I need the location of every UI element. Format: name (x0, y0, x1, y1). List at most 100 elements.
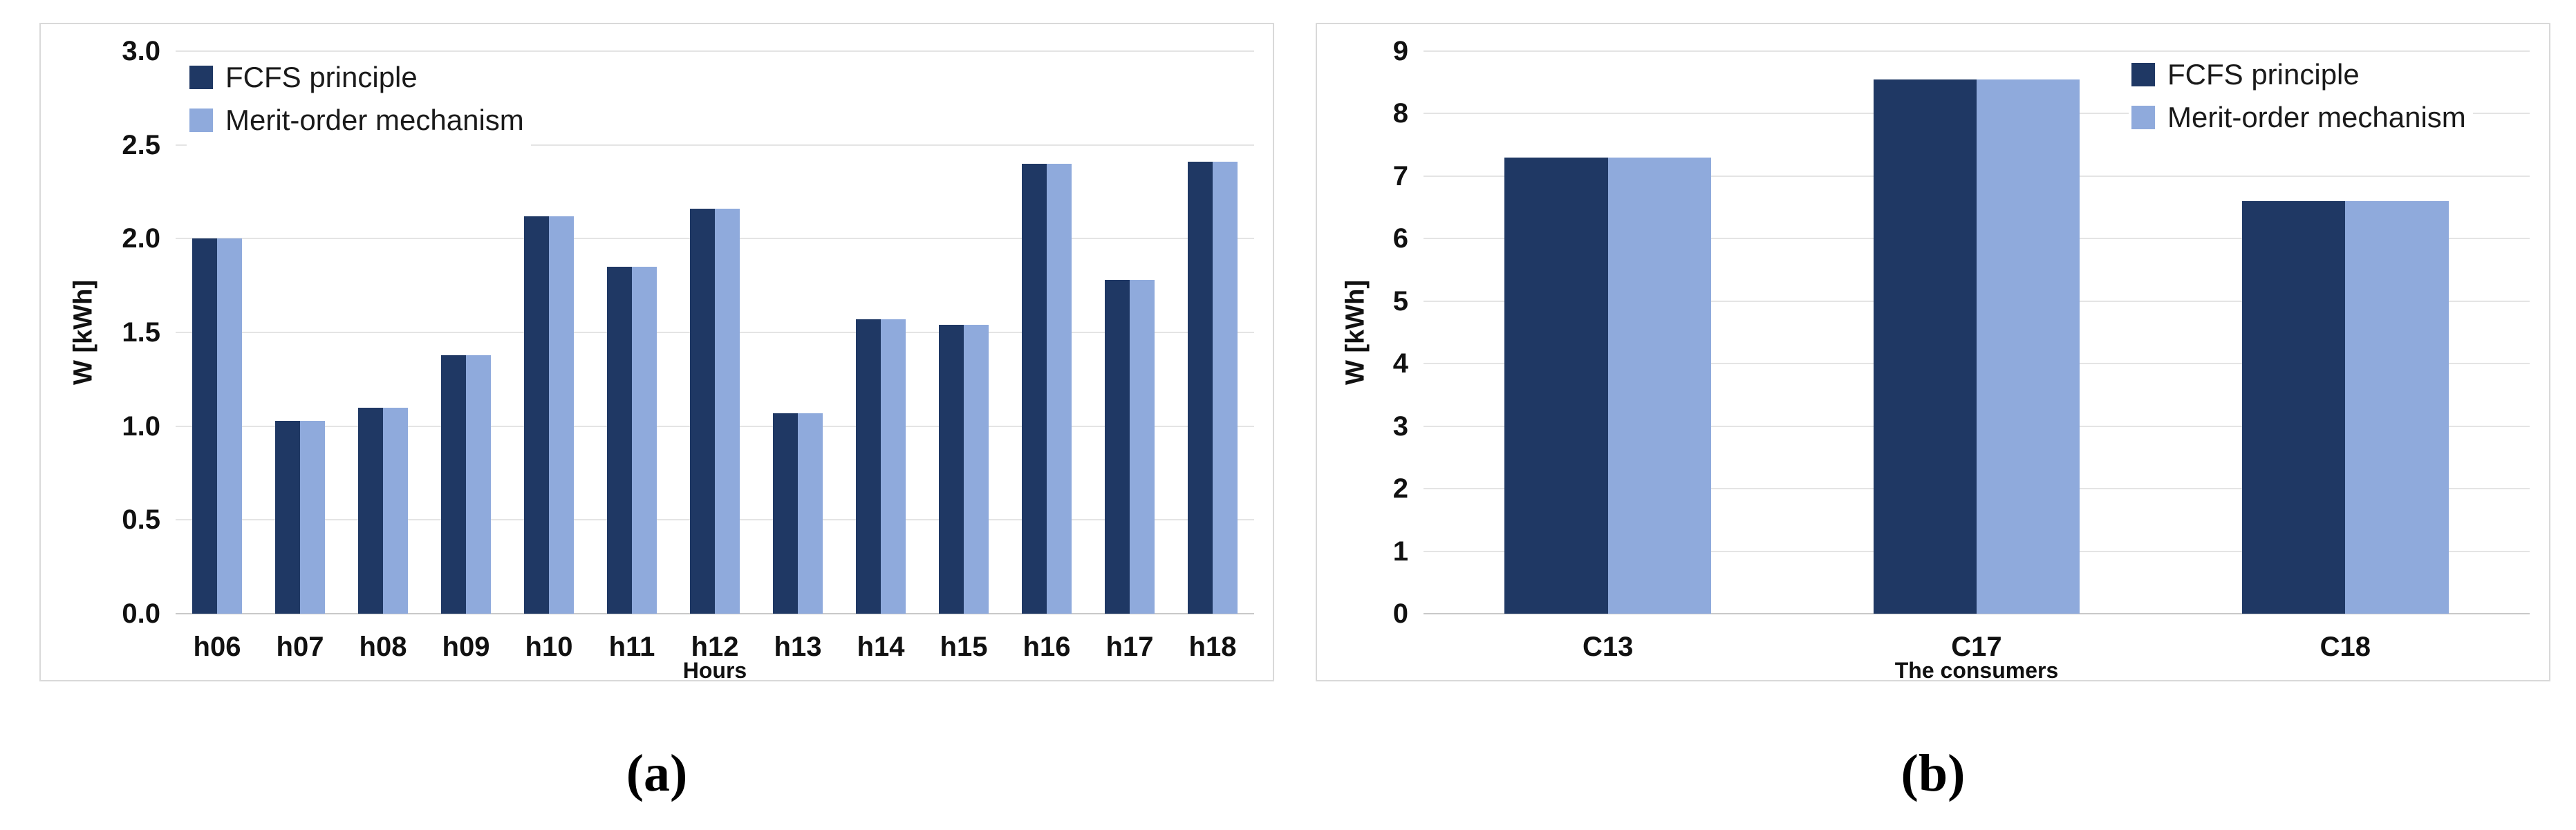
bar-h08-fcfs (358, 407, 383, 614)
x-axis-line (1424, 613, 2530, 614)
category-group-c13 (1424, 51, 1792, 614)
category-group-h06 (176, 51, 259, 614)
x-tick-label-h15: h15 (940, 632, 988, 662)
bar-h16-merit-order (1047, 163, 1072, 614)
x-tick-label-h11: h11 (608, 632, 655, 662)
x-tick-label-h08: h08 (359, 632, 407, 662)
y-tick-label: 7 (1392, 160, 1408, 191)
category-group-c17 (1792, 51, 2160, 614)
x-tick-label-c13: C13 (1582, 632, 1634, 662)
bar-h10-merit-order (549, 216, 574, 614)
x-axis-tick-labels: h06 h07 h08 h09 h10 h11 h12 h13 h14 h15 h16 h17 h18 (176, 632, 1254, 663)
x-tick-label-h16: h16 (1023, 632, 1071, 662)
y-tick-label: 0.5 (122, 504, 160, 536)
x-tick-label-h18: h18 (1188, 632, 1237, 662)
bar-series (1424, 51, 2530, 614)
category-group-h13 (756, 51, 839, 614)
legend-item: FCFS principle (189, 61, 524, 94)
bar-h14-merit-order (881, 319, 906, 614)
y-tick-label: 2.0 (122, 223, 160, 254)
bar-h12-fcfs (690, 208, 715, 614)
bar-h08-merit-order (383, 407, 408, 614)
bar-h11-fcfs (607, 267, 632, 614)
bar-h07-fcfs (275, 420, 300, 614)
legend: FCFS principle Merit-order mechanism (2129, 55, 2473, 144)
category-group-h17 (1088, 51, 1171, 614)
subfigure-caption-a: (a) (626, 744, 688, 802)
x-tick-label-h09: h09 (442, 632, 490, 662)
y-tick-label: 2 (1392, 473, 1408, 504)
legend-swatch-icon (189, 109, 213, 132)
chart-panel-b: W [kWh] FCFS principle Merit-order mechan… (1316, 23, 2550, 683)
y-tick-label: 1.0 (122, 411, 160, 442)
legend-item: Merit-order mechanism (189, 104, 524, 137)
y-tick-label: 8 (1392, 98, 1408, 129)
legend-item: Merit-order mechanism (2131, 101, 2466, 134)
legend-item: FCFS principle (2131, 58, 2466, 91)
category-group-h10 (507, 51, 590, 614)
plot-area-b: FCFS principle Merit-order mechanism 0 1 2 3… (1393, 37, 2530, 628)
x-tick-label-h17: h17 (1105, 632, 1154, 662)
x-tick-label-h13: h13 (774, 632, 822, 662)
x-tick-label-h10: h10 (525, 632, 573, 662)
bar-h09-fcfs (441, 355, 466, 614)
x-axis-title: Hours (682, 658, 747, 683)
y-tick-label: 0.0 (122, 598, 160, 629)
category-group-h12 (673, 51, 756, 614)
bar-h12-merit-order (715, 208, 740, 614)
y-tick-label: 5 (1392, 285, 1408, 317)
bar-c18-fcfs (2241, 201, 2346, 614)
y-tick-label: 3 (1392, 411, 1408, 442)
bar-h18-merit-order (1213, 162, 1238, 614)
y-tick-label: 1 (1392, 536, 1408, 567)
x-tick-label-c18: C18 (2320, 632, 2371, 662)
bar-h18-fcfs (1188, 162, 1213, 614)
bar-c17-fcfs (1873, 79, 1977, 614)
gridline (176, 50, 1254, 52)
y-tick-label: 6 (1392, 223, 1408, 254)
y-axis-title: W [kWh] (68, 280, 98, 385)
legend-label: Merit-order mechanism (2167, 101, 2466, 133)
legend-swatch-icon (189, 66, 213, 89)
y-tick-label: 1.5 (122, 317, 160, 348)
category-group-h15 (922, 51, 1005, 614)
bar-h13-fcfs (773, 413, 798, 614)
legend-label: Merit-order mechanism (225, 104, 524, 136)
gridline (176, 144, 1254, 146)
y-tick-label: 3.0 (122, 36, 160, 66)
x-tick-label-h14: h14 (857, 632, 905, 662)
category-group-h14 (839, 51, 922, 614)
x-axis-title: The consumers (1894, 658, 2059, 683)
bar-h13-merit-order (798, 413, 823, 614)
legend-label: FCFS principle (225, 61, 418, 93)
legend-label: FCFS principle (2167, 58, 2360, 91)
x-tick-label-h07: h07 (276, 632, 324, 662)
bar-c13-merit-order (1607, 157, 1711, 614)
bar-h17-merit-order (1130, 280, 1155, 614)
y-tick-label: 4 (1392, 348, 1408, 379)
subfigure-caption-b: (b) (1901, 744, 1966, 802)
x-tick-label-h12: h12 (691, 632, 739, 662)
category-group-h07 (259, 51, 342, 614)
y-tick-label: 2.5 (122, 129, 160, 160)
legend: FCFS principle Merit-order mechanism (187, 58, 531, 147)
category-group-c18 (2161, 51, 2530, 614)
category-group-h16 (1005, 51, 1088, 614)
x-axis-line (176, 613, 1254, 614)
gridline (1424, 50, 2530, 52)
x-tick-label-h06: h06 (193, 632, 241, 662)
bar-h15-fcfs (939, 325, 964, 614)
bar-h06-fcfs (192, 238, 217, 614)
bar-h07-merit-order (300, 420, 325, 614)
bar-c18-merit-order (2345, 201, 2449, 614)
category-group-h09 (424, 51, 507, 614)
bar-h11-merit-order (632, 267, 657, 614)
category-group-h18 (1171, 51, 1254, 614)
legend-swatch-icon (2131, 63, 2155, 86)
bar-h14-fcfs (856, 319, 881, 614)
y-axis-title: W [kWh] (1341, 280, 1370, 385)
legend-swatch-icon (2131, 106, 2155, 129)
chart-panel-a: W [kWh] FCFS principle Merit-order mechan… (39, 23, 1274, 683)
bar-h16-fcfs (1022, 163, 1047, 614)
